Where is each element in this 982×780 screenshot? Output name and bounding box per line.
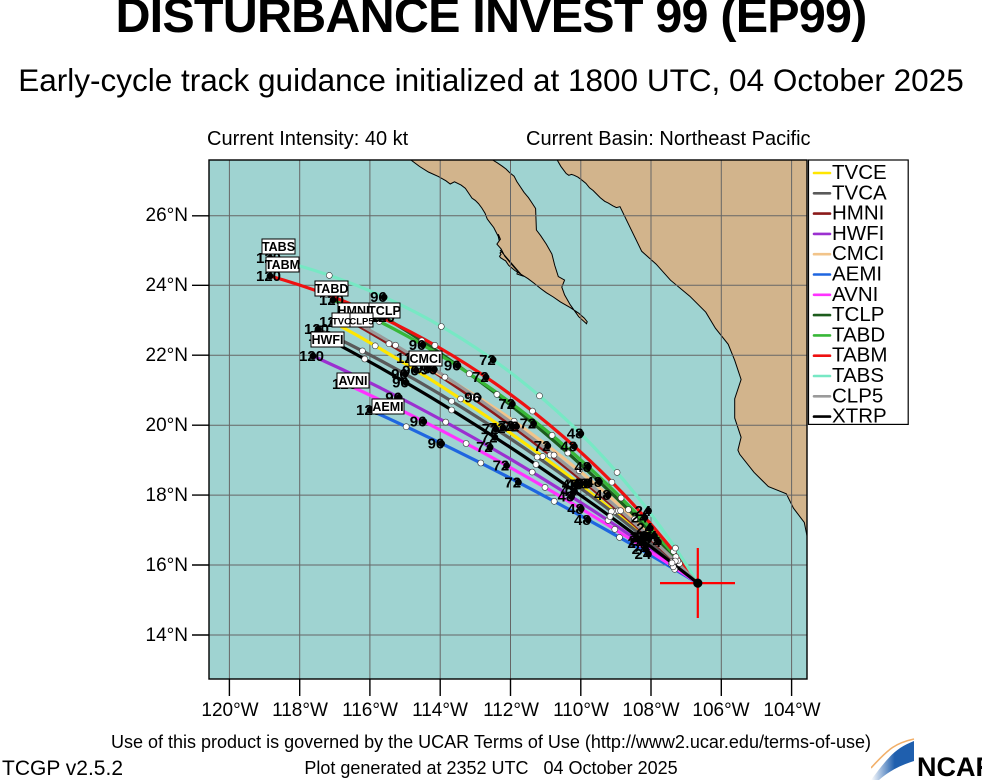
svg-text:72: 72: [520, 416, 537, 433]
svg-text:CLP5: CLP5: [349, 317, 374, 328]
svg-text:72: 72: [498, 396, 515, 413]
svg-text:48: 48: [561, 483, 578, 500]
svg-text:TABS: TABS: [262, 240, 295, 254]
svg-text:24: 24: [629, 533, 646, 550]
svg-text:96: 96: [392, 375, 409, 392]
svg-text:96: 96: [410, 414, 427, 431]
svg-text:96: 96: [428, 436, 445, 453]
svg-text:HWFI: HWFI: [312, 333, 344, 347]
svg-text:TABM: TABM: [265, 258, 300, 272]
svg-text:72: 72: [479, 352, 496, 369]
svg-text:AEMI: AEMI: [372, 400, 403, 414]
svg-text:48: 48: [567, 426, 584, 443]
svg-text:72: 72: [504, 474, 521, 491]
svg-text:96: 96: [464, 389, 481, 406]
svg-text:AVNI: AVNI: [339, 374, 368, 388]
svg-text:48: 48: [575, 475, 592, 492]
svg-text:96: 96: [444, 358, 461, 375]
svg-text:XTRP: XTRP: [832, 405, 887, 428]
svg-text:CMCI: CMCI: [410, 352, 442, 366]
svg-text:NCAR: NCAR: [917, 752, 982, 780]
svg-text:48: 48: [574, 459, 591, 476]
svg-text:72: 72: [503, 418, 520, 435]
svg-text:24: 24: [635, 503, 652, 520]
svg-text:TVC: TVC: [332, 317, 351, 328]
svg-text:48: 48: [567, 501, 584, 518]
svg-text:TABD: TABD: [315, 282, 349, 296]
svg-text:72: 72: [534, 438, 551, 455]
svg-text:72: 72: [493, 458, 510, 475]
svg-text:72: 72: [472, 369, 489, 386]
svg-text:120: 120: [299, 348, 324, 365]
svg-text:72: 72: [481, 429, 498, 446]
